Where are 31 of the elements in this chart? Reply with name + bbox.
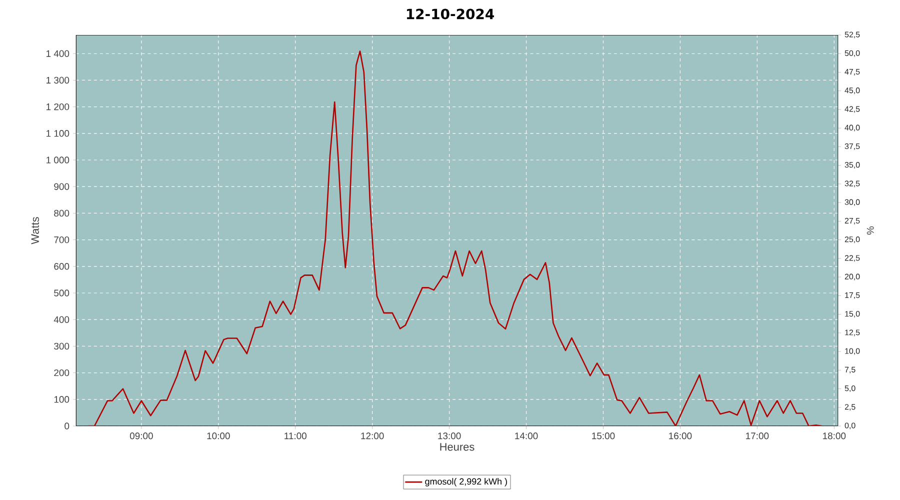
x-tick-label: 15:00 [592,432,615,440]
x-tick-label: 14:00 [515,432,538,440]
y-tick-label: 400 [54,316,70,323]
y-tick-label: 1 200 [46,103,70,110]
y-tick-label: 1 400 [46,50,70,57]
y-tick-label: 600 [54,263,70,270]
y-tick-label: 500 [54,290,70,296]
x-axis-title: Heures [440,443,474,451]
y-tick-label: 900 [54,183,70,190]
x-tick-label: 17:00 [746,432,769,440]
x-tick-label: 16:00 [669,432,692,440]
x-tick-label: 13:00 [438,432,461,440]
y-tick-label: 1 100 [46,130,70,137]
line-series [88,50,822,426]
y-tick-label: 100 [54,396,70,403]
y-tick-label: 300 [54,342,70,350]
legend-label: gmosol( 2,992 kWh ) [425,478,507,486]
x-tick-label: 10:00 [207,432,230,440]
x-tick-label: 11:00 [284,432,306,440]
x-tick-label: 18:00 [823,432,846,440]
y-tick-label: 1 000 [46,156,70,164]
x-tick-label: 09:00 [130,432,153,440]
y-axis-title: Watts [31,217,39,244]
y2-axis-title: % [866,226,874,235]
y-tick-label: 800 [54,210,70,217]
y-tick-label: 0 [64,422,70,430]
x-tick-label: 12:00 [361,432,384,440]
chart-title: 12-10-2024 [406,8,494,20]
y-tick-label: 1 300 [46,76,70,84]
y-tick-label: 200 [54,369,70,376]
y-tick-label: 700 [54,236,70,244]
